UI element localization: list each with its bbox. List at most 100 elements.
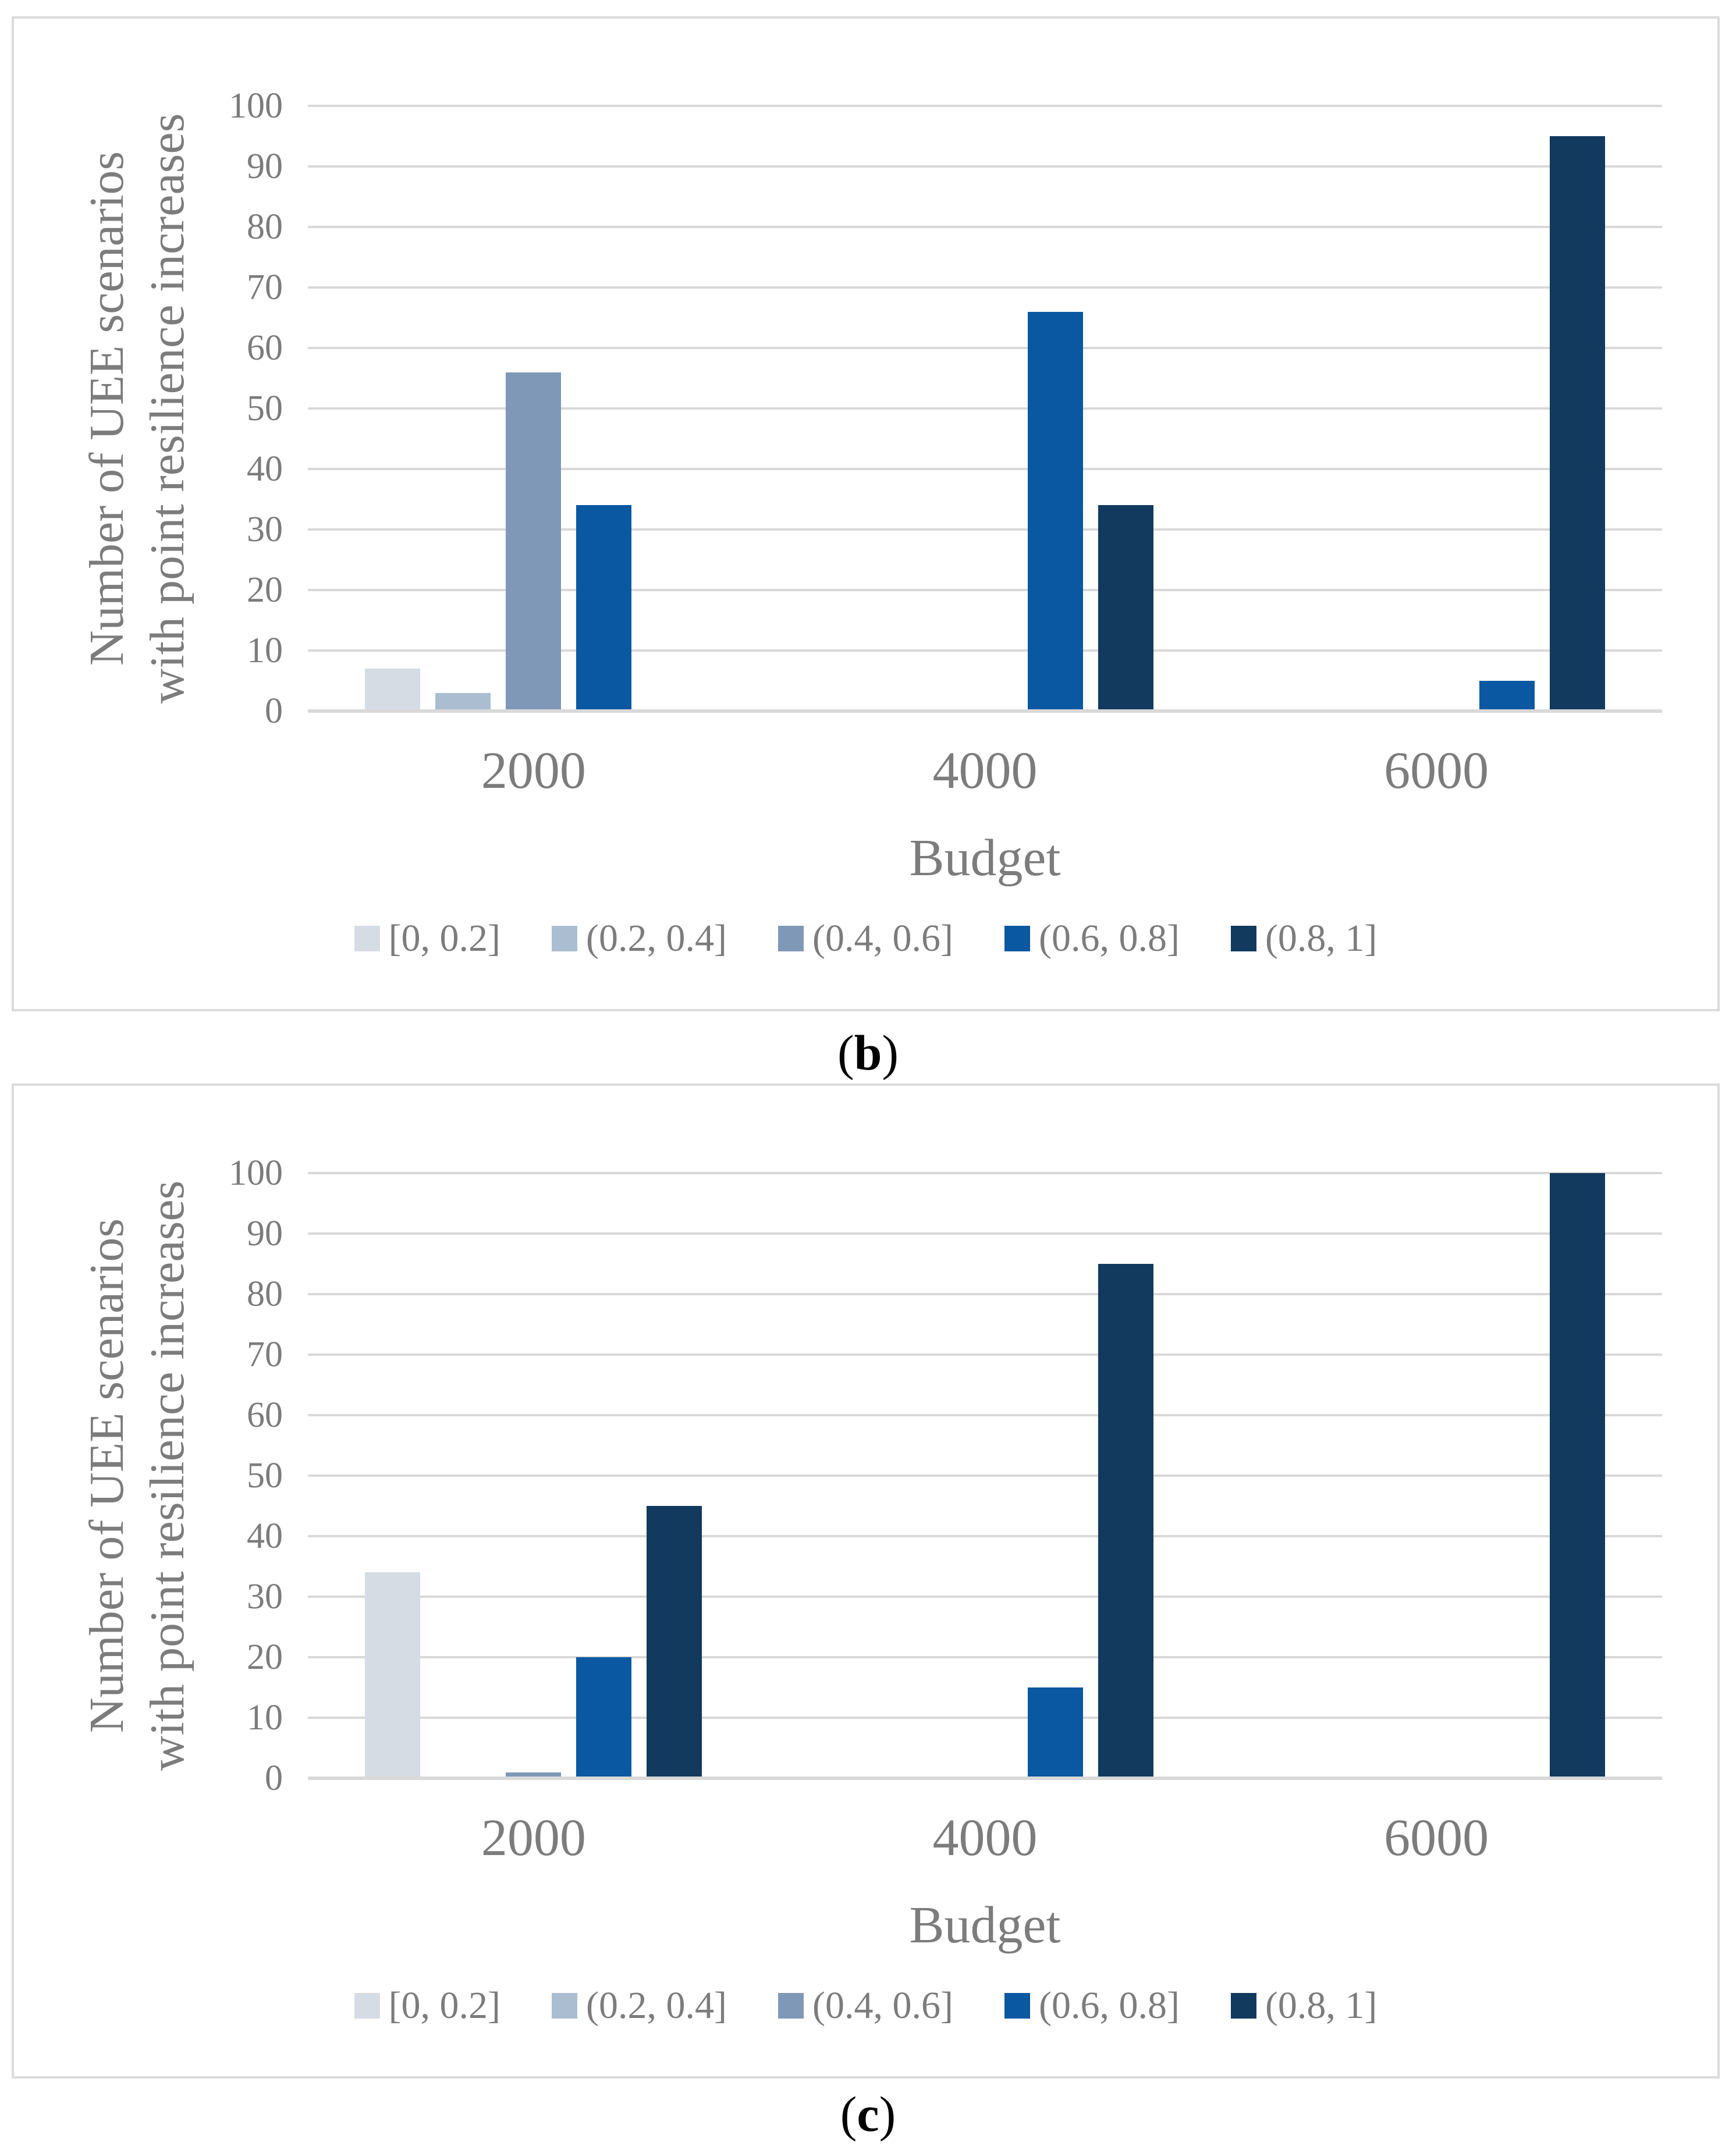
x-tick-label: 2000 (481, 1809, 586, 1867)
legend-item: (0.6, 0.8] (1004, 919, 1180, 958)
legend-label: [0, 0.2] (388, 917, 501, 960)
gridline (308, 347, 1662, 349)
y-tick-label: 70 (247, 1335, 283, 1374)
legend-swatch-icon (354, 1993, 380, 2019)
bar (1549, 1173, 1605, 1778)
legend-swatch-icon (552, 926, 578, 951)
x-tick-label: 2000 (481, 742, 586, 800)
x-axis-title: Budget (909, 1896, 1061, 1954)
bar (506, 1772, 562, 1778)
legend-item: (0.4, 0.6] (778, 919, 953, 958)
x-tick-label: 4000 (932, 742, 1038, 800)
legend-label: [0, 0.2] (388, 1984, 501, 2027)
y-tick-label: 90 (247, 1214, 283, 1253)
x-axis-line (308, 1777, 1662, 1780)
x-tick-labels: 2000 4000 6000 (308, 1812, 1662, 1864)
caption-paren-open: ( (840, 2086, 857, 2142)
bar (435, 692, 491, 711)
gridline (308, 1656, 1662, 1658)
y-tick-label: 30 (247, 510, 283, 549)
legend-label: (0.2, 0.4] (586, 917, 727, 960)
y-tick-label: 10 (247, 631, 283, 670)
bar (1549, 136, 1605, 711)
legend-label: (0.4, 0.6] (812, 917, 953, 960)
legend-item: (0.8, 1] (1230, 1984, 1378, 2027)
legend-item: (0.2, 0.4] (552, 1987, 727, 2025)
x-tick-label: 6000 (1384, 1809, 1489, 1867)
bar (576, 505, 632, 711)
bar-group-2000 (308, 1173, 759, 1778)
bar (576, 1657, 632, 1778)
caption-paren-close: ) (879, 2086, 896, 2142)
legend-label: (0.6, 0.8] (1038, 1984, 1180, 2027)
x-tick-label: 4000 (932, 1809, 1038, 1867)
caption-b: (b) (0, 1025, 1736, 1081)
bar (1098, 1264, 1153, 1778)
y-tick-label: 20 (247, 1637, 283, 1677)
legend-item: (0.2, 0.4] (552, 919, 727, 958)
gridline (308, 1293, 1662, 1295)
gridline (308, 1596, 1662, 1598)
legend-item: (0.6, 0.8] (1004, 1987, 1180, 2025)
bar-group-6000 (1210, 106, 1662, 711)
y-tick-label: 20 (247, 570, 283, 610)
gridline (308, 528, 1662, 531)
y-tick-label: 40 (247, 1516, 283, 1556)
y-tick-labels: 0 10 20 30 40 50 60 70 80 90 100 (14, 88, 283, 729)
chart-panel-c: Number of UEE scenarios with point resili… (12, 1083, 1720, 2079)
y-tick-label: 90 (247, 147, 283, 186)
gridline (308, 1535, 1662, 1537)
y-tick-label: 0 (265, 1758, 283, 1798)
y-tick-label: 100 (229, 86, 283, 126)
bar-group-6000 (1210, 1173, 1662, 1778)
gridline (308, 407, 1662, 410)
bar (1479, 681, 1535, 711)
legend-item: (0.4, 0.6] (778, 1987, 953, 2025)
legend-swatch-icon (1004, 926, 1030, 951)
bar (1028, 311, 1083, 711)
bar (1098, 505, 1153, 711)
legend-item: [0, 0.2] (354, 1987, 500, 2025)
legend-label: (0.8, 1] (1265, 917, 1378, 960)
caption-paren-open: ( (837, 1025, 854, 1081)
bar (647, 1506, 702, 1778)
gridline (308, 105, 1662, 107)
bar-groups (308, 1173, 1662, 1778)
gridline (308, 1172, 1662, 1174)
caption-letter: c (857, 2086, 879, 2142)
gridline (308, 589, 1662, 591)
bar-group-4000 (759, 1173, 1211, 1778)
x-tick-labels: 2000 4000 6000 (308, 745, 1662, 797)
x-tick-label: 6000 (1384, 742, 1489, 800)
bar (506, 372, 562, 711)
legend-label: (0.4, 0.6] (812, 1984, 953, 2027)
y-tick-label: 50 (247, 1456, 283, 1495)
gridline (308, 1232, 1662, 1235)
legend-swatch-icon (778, 1993, 804, 2019)
y-tick-labels: 0 10 20 30 40 50 60 70 80 90 100 (14, 1155, 283, 1796)
legend-label: (0.8, 1] (1265, 1984, 1378, 2027)
legend-swatch-icon (354, 926, 380, 951)
y-tick-label: 80 (247, 1274, 283, 1314)
legend-swatch-icon (552, 1993, 578, 2019)
gridline (308, 1717, 1662, 1719)
legend-item: (0.8, 1] (1230, 917, 1378, 960)
bar-group-2000 (308, 106, 759, 711)
gridline (308, 1353, 1662, 1356)
legend-label: (0.2, 0.4] (586, 1984, 727, 2027)
bar (365, 669, 421, 711)
legend: [0, 0.2] (0.2, 0.4] (0.4, 0.6] (0.6, 0.8] (0… (14, 1987, 1717, 2025)
bar (365, 1572, 421, 1778)
legend-swatch-icon (1230, 1993, 1256, 2019)
chart-panel-b: Number of UEE scenarios with point resili… (12, 16, 1720, 1011)
legend-label: (0.6, 0.8] (1038, 917, 1180, 960)
x-axis-line (308, 709, 1662, 713)
x-axis-title: Budget (909, 829, 1061, 887)
legend: [0, 0.2] (0.2, 0.4] (0.4, 0.6] (0.6, 0.8] (0… (14, 919, 1717, 958)
legend-swatch-icon (1004, 1993, 1030, 2019)
legend-swatch-icon (1230, 926, 1256, 951)
caption-letter: b (854, 1025, 882, 1081)
gridline (308, 165, 1662, 168)
y-tick-label: 10 (247, 1698, 283, 1738)
